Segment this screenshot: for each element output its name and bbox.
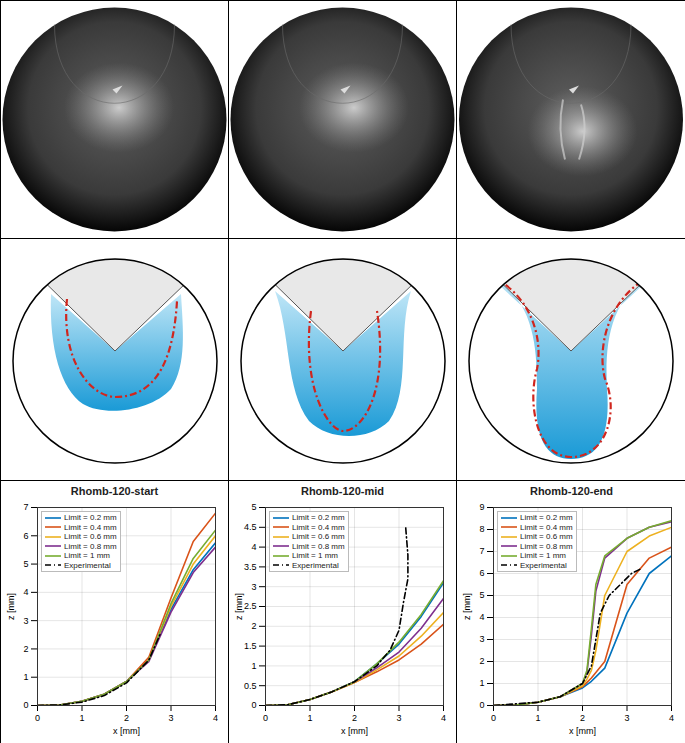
svg-text:4: 4 xyxy=(441,713,446,723)
svg-text:0: 0 xyxy=(251,700,256,710)
svg-text:2: 2 xyxy=(251,621,256,631)
svg-text:2: 2 xyxy=(580,713,585,723)
html-text:Limit = 1 mm: Limit = 1 mm xyxy=(64,551,110,560)
svg-text:2: 2 xyxy=(479,656,484,666)
svg-text:z [mm]: z [mm] xyxy=(6,593,16,620)
svg-text:4: 4 xyxy=(669,713,674,723)
svg-text:1: 1 xyxy=(23,672,28,682)
svg-text:2: 2 xyxy=(352,713,357,723)
svg-text:0: 0 xyxy=(23,700,28,710)
svg-text:3: 3 xyxy=(168,713,173,723)
html-text:Limit = 0.6 mm: Limit = 0.6 mm xyxy=(520,532,573,541)
svg-text:9: 9 xyxy=(479,502,484,512)
html-text:Limit = 0.4 mm: Limit = 0.4 mm xyxy=(520,522,573,532)
svg-text:2: 2 xyxy=(23,644,28,654)
html-text:Limit = 0.2 mm: Limit = 0.2 mm xyxy=(64,513,117,522)
svg-text:4.5: 4.5 xyxy=(244,522,257,532)
svg-text:5: 5 xyxy=(251,502,256,512)
svg-text:1: 1 xyxy=(307,713,312,723)
svg-text:3: 3 xyxy=(396,713,401,723)
html-text:Limit = 0.2 mm: Limit = 0.2 mm xyxy=(292,513,345,522)
svg-text:1: 1 xyxy=(535,713,540,723)
svg-text:5: 5 xyxy=(23,559,28,569)
svg-text:x [mm]: x [mm] xyxy=(113,726,140,736)
html-text:Rhomb-120-end: Rhomb-120-end xyxy=(529,485,614,497)
svg-text:0: 0 xyxy=(491,713,496,723)
html-text:Limit = 1 mm: Limit = 1 mm xyxy=(520,551,566,560)
html-text:Experimental: Experimental xyxy=(292,560,339,570)
html-text:Rhomb-120-start: Rhomb-120-start xyxy=(70,485,159,497)
svg-text:2.5: 2.5 xyxy=(244,601,257,611)
html-text:Limit = 0.8 mm: Limit = 0.8 mm xyxy=(292,541,345,551)
svg-text:4: 4 xyxy=(213,713,218,723)
html-text:Limit = 0.6 mm: Limit = 0.6 mm xyxy=(64,532,117,541)
svg-text:3: 3 xyxy=(624,713,629,723)
svg-text:4: 4 xyxy=(479,612,484,622)
svg-text:4: 4 xyxy=(23,587,28,597)
svg-text:7: 7 xyxy=(23,502,28,512)
svg-text:6: 6 xyxy=(479,568,484,578)
html-text:Limit = 0.2 mm: Limit = 0.2 mm xyxy=(520,513,573,522)
svg-text:z [mm]: z [mm] xyxy=(234,593,244,620)
svg-text:5: 5 xyxy=(479,590,484,600)
svg-text:1: 1 xyxy=(251,661,256,671)
svg-text:7: 7 xyxy=(479,546,484,556)
svg-text:x [mm]: x [mm] xyxy=(569,726,596,736)
svg-text:x [mm]: x [mm] xyxy=(341,726,368,736)
svg-text:3: 3 xyxy=(479,634,484,644)
svg-text:6: 6 xyxy=(23,531,28,541)
svg-text:0: 0 xyxy=(35,713,40,723)
html-text:Limit = 0.6 mm: Limit = 0.6 mm xyxy=(292,532,345,541)
svg-text:8: 8 xyxy=(479,524,484,534)
svg-text:0.5: 0.5 xyxy=(244,681,257,691)
html-text:Limit = 1 mm: Limit = 1 mm xyxy=(292,551,338,560)
svg-text:1: 1 xyxy=(79,713,84,723)
html-text:Limit = 0.8 mm: Limit = 0.8 mm xyxy=(64,541,117,551)
svg-text:0: 0 xyxy=(479,700,484,710)
svg-text:4: 4 xyxy=(251,542,256,552)
html-text:Limit = 0.4 mm: Limit = 0.4 mm xyxy=(292,522,345,532)
svg-text:3.5: 3.5 xyxy=(244,562,257,572)
html-text:Rhomb-120-mid: Rhomb-120-mid xyxy=(300,485,385,497)
svg-text:0: 0 xyxy=(263,713,268,723)
svg-text:1: 1 xyxy=(479,678,484,688)
svg-text:1.5: 1.5 xyxy=(244,641,257,651)
svg-text:z [mm]: z [mm] xyxy=(462,593,472,620)
html-text:Experimental: Experimental xyxy=(520,560,567,570)
html-text:Experimental: Experimental xyxy=(64,560,111,570)
svg-text:3: 3 xyxy=(23,616,28,626)
svg-text:3: 3 xyxy=(251,582,256,592)
svg-text:2: 2 xyxy=(124,713,129,723)
html-text:Limit = 0.8 mm: Limit = 0.8 mm xyxy=(520,541,573,551)
html-text:Limit = 0.4 mm: Limit = 0.4 mm xyxy=(64,522,117,532)
